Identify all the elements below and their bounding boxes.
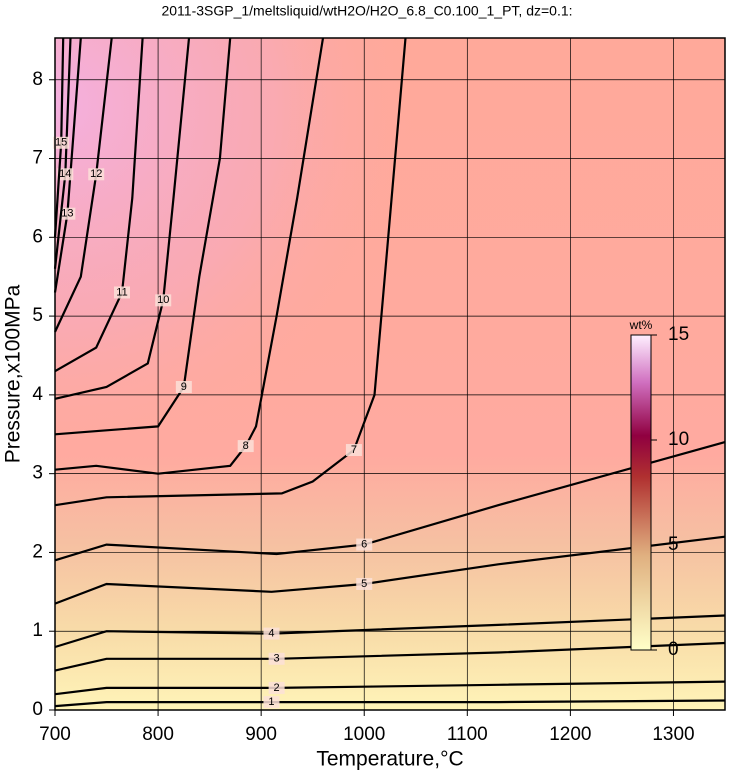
chart-title: 2011-3SGP_1/meltsliquid/wtH2O/H2O_6.8_C0…: [161, 3, 572, 19]
colorbar-tick-label: 5: [668, 534, 679, 555]
contour-line: [54, 535, 726, 605]
y-tick-label: 8: [32, 69, 43, 90]
x-tick-label: 700: [39, 724, 71, 745]
contour-label-bg: [263, 696, 280, 709]
contour-label-bg: [356, 577, 373, 590]
x-tick-label: 800: [142, 724, 174, 745]
contour-label: 5: [361, 578, 367, 590]
x-axis-label: Temperature,°C: [316, 748, 463, 771]
y-tick-label: 2: [32, 541, 43, 562]
contour-label-bg: [263, 627, 280, 640]
colorbar-tick-label: 10: [668, 429, 689, 450]
contour-label: 3: [274, 653, 280, 665]
y-axis-label: Pressure,x100MPa: [2, 284, 25, 463]
x-tick-label: 1300: [652, 724, 694, 745]
x-tick-label: 1100: [447, 724, 488, 745]
contour-label: 10: [157, 294, 169, 306]
contour-label: 4: [268, 627, 274, 639]
plot-tint: [55, 38, 725, 710]
contour-label-bg: [88, 168, 105, 181]
x-tick-label: 1200: [549, 724, 591, 745]
colorbar-tick-label: 0: [668, 639, 679, 660]
contour-label-bg: [59, 207, 76, 220]
contour-label: 12: [90, 168, 102, 180]
contour-label-bg: [53, 136, 70, 149]
colorbar: [630, 334, 652, 651]
y-tick-label: 6: [32, 226, 43, 247]
y-tick-label: 4: [32, 384, 43, 405]
contour-label-bg: [57, 168, 74, 181]
x-tick-label: 1000: [343, 724, 385, 745]
plot-frame: [54, 37, 726, 711]
contour-label: 8: [243, 440, 249, 452]
y-tick-label: 0: [32, 699, 43, 720]
contour-label: 1: [268, 696, 274, 708]
colorbar-label: wt%: [629, 318, 653, 332]
contour-line: [54, 37, 191, 400]
contour-label: 7: [351, 444, 357, 456]
contour-label: 11: [116, 286, 127, 298]
contour-line: [54, 441, 726, 562]
contour-label-bg: [356, 538, 373, 551]
contour-label-bg: [268, 652, 285, 665]
contour-label: 2: [274, 682, 280, 694]
contour-label-bg: [114, 286, 130, 299]
contour-label: 15: [55, 137, 67, 149]
y-tick-label: 3: [32, 463, 43, 484]
contour-label-bg: [175, 380, 192, 393]
contour-label: 14: [59, 168, 71, 180]
colorbar-tick-label: 15: [668, 324, 689, 345]
contour-label-bg: [237, 440, 254, 453]
contour-label-bg: [268, 681, 285, 694]
contour-label: 13: [61, 208, 73, 220]
contour-label-bg: [155, 294, 172, 307]
contour-label-bg: [345, 444, 362, 457]
contour-line: [54, 37, 113, 333]
contour-line: [54, 37, 407, 507]
y-tick-label: 1: [32, 620, 43, 641]
contour-label: 9: [181, 381, 187, 393]
contour-label: 6: [361, 538, 367, 550]
x-tick-label: 900: [245, 724, 277, 745]
y-tick-label: 5: [32, 305, 43, 326]
y-tick-label: 7: [32, 148, 43, 169]
